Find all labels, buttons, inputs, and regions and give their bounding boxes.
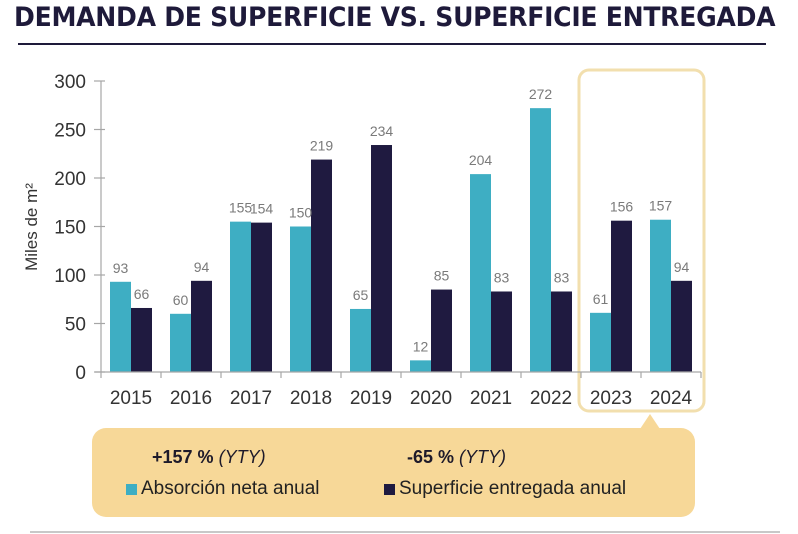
x-tick-label-2023: 2023 <box>590 388 632 409</box>
bar-absorcion-2021 <box>470 174 491 372</box>
data-label-absorcion-2017: 155 <box>229 200 253 216</box>
data-label-entregada-2016: 94 <box>194 259 210 275</box>
legend-item-entregada: Superficie entregada anual <box>384 478 626 500</box>
data-label-entregada-2019: 234 <box>370 123 394 139</box>
x-tick-label-2016: 2016 <box>170 388 212 409</box>
data-label-absorcion-2016: 60 <box>173 292 189 308</box>
legend-label-entregada: Superficie entregada anual <box>399 478 627 499</box>
bar-entregada-2020 <box>431 289 452 372</box>
yty-entregada-value: -65 % <box>407 447 455 467</box>
axes-group <box>94 80 702 378</box>
y-tick-label: 250 <box>54 121 86 142</box>
callout-pointer <box>640 414 660 429</box>
bar-entregada-2018 <box>311 159 332 372</box>
y-tick-label: 200 <box>54 169 86 190</box>
legend-item-absorcion: Absorción neta anual <box>126 478 320 500</box>
x-tick-label-2021: 2021 <box>470 388 512 409</box>
y-tick-label: 0 <box>75 363 86 384</box>
data-label-entregada-2015: 66 <box>134 286 150 302</box>
x-tick-label-2020: 2020 <box>410 388 452 409</box>
data-label-entregada-2020: 85 <box>434 268 450 284</box>
data-label-absorcion-2024: 157 <box>649 198 673 214</box>
y-tick-label: 100 <box>54 266 86 287</box>
data-label-absorcion-2018: 150 <box>289 205 313 221</box>
y-tick-label: 300 <box>54 72 86 93</box>
callout-panel <box>92 428 695 517</box>
bar-absorcion-2015 <box>110 281 131 372</box>
bar-absorcion-2017 <box>230 221 251 372</box>
bar-absorcion-2020 <box>410 360 431 372</box>
data-label-entregada-2023: 156 <box>610 199 634 215</box>
x-tick-label-2019: 2019 <box>350 388 392 409</box>
yty-entregada-suffix: (YTY) <box>459 447 507 467</box>
y-tick-label: 50 <box>65 315 86 336</box>
bar-absorcion-2022 <box>530 108 551 372</box>
bar-absorcion-2024 <box>650 219 671 372</box>
bars-group <box>110 108 692 372</box>
bar-absorcion-2023 <box>590 312 611 372</box>
data-label-absorcion-2023: 61 <box>593 291 609 307</box>
yty-entregada: -65 % (YTY) <box>407 447 506 468</box>
chart-title: DEMANDA DE SUPERFICIE VS. SUPERFICIE ENT… <box>14 2 776 33</box>
data-label-absorcion-2015: 93 <box>113 260 129 276</box>
bar-entregada-2017 <box>251 222 272 372</box>
y-tick-label: 150 <box>54 218 86 239</box>
bar-absorcion-2018 <box>290 226 311 372</box>
labels-group: 0 50 100 150 200 250 300 2015 2016 2017 2018 2019 20… <box>54 72 692 409</box>
x-tick-label-2024: 2024 <box>650 388 693 409</box>
x-tick-label-2018: 2018 <box>290 388 332 409</box>
data-label-absorcion-2022: 272 <box>529 86 553 102</box>
bar-entregada-2024 <box>671 280 692 372</box>
bar-absorcion-2016 <box>170 313 191 372</box>
highlight-box-2023-2024 <box>577 68 706 413</box>
legend-label-absorcion: Absorción neta anual <box>141 478 320 499</box>
data-label-entregada-2022: 83 <box>554 269 570 285</box>
bar-entregada-2016 <box>191 280 212 372</box>
data-label-entregada-2024: 94 <box>674 259 690 275</box>
data-label-absorcion-2021: 204 <box>469 152 493 168</box>
y-axis-label: Miles de m² <box>22 183 41 271</box>
x-tick-label-2015: 2015 <box>110 388 152 409</box>
legend-swatch-absorcion <box>126 483 137 495</box>
data-label-entregada-2018: 219 <box>310 138 334 154</box>
bar-entregada-2019 <box>371 145 392 372</box>
data-label-absorcion-2019: 65 <box>353 287 369 303</box>
bottom-divider <box>30 531 780 533</box>
data-label-absorcion-2020: 12 <box>413 338 429 354</box>
bar-entregada-2015 <box>131 307 152 372</box>
x-tick-label-2022: 2022 <box>530 388 572 409</box>
x-tick-label-2017: 2017 <box>230 388 272 409</box>
data-label-entregada-2017: 154 <box>250 201 274 217</box>
legend-swatch-entregada <box>384 483 395 495</box>
bar-entregada-2023 <box>611 220 632 372</box>
yty-absorcion-suffix: (YTY) <box>218 447 266 467</box>
data-label-entregada-2021: 83 <box>494 269 510 285</box>
bar-entregada-2022 <box>551 291 572 372</box>
yty-absorcion: +157 % (YTY) <box>152 447 266 468</box>
title-underline <box>18 43 766 45</box>
bar-entregada-2021 <box>491 291 512 372</box>
bar-absorcion-2019 <box>350 308 371 372</box>
yty-absorcion-value: +157 % <box>152 447 214 467</box>
